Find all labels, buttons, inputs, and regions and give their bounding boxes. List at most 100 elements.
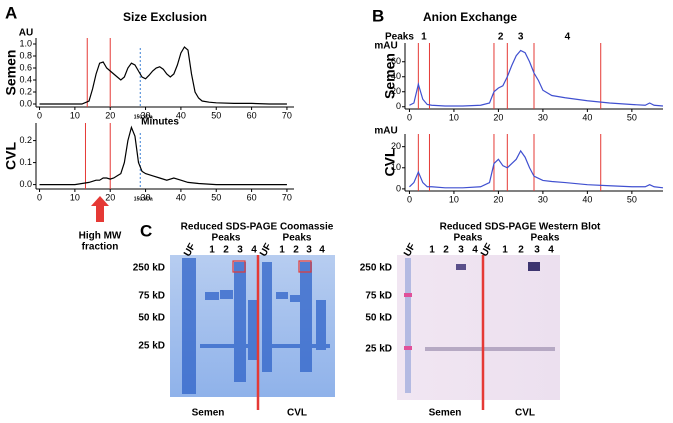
lane-label: 2 xyxy=(518,245,524,256)
x-tick-label: 0 xyxy=(407,112,412,122)
western-blot xyxy=(397,255,560,400)
y-tick-label: 0.0 xyxy=(19,98,32,108)
x-tick-label: 20 xyxy=(493,194,503,204)
x-tick-label: 30 xyxy=(141,110,151,120)
x-tick-label: 20 xyxy=(105,192,115,202)
x-tick-label: 20 xyxy=(105,110,115,120)
lane-label: 1 xyxy=(209,245,215,256)
x-tick-label: 50 xyxy=(627,194,637,204)
x-tick-label: 0 xyxy=(37,192,42,202)
y-tick-label: 10 xyxy=(391,162,401,172)
annotation: 150 kDa xyxy=(134,114,153,120)
mw-label: 50 kD xyxy=(138,313,165,324)
mw-label: 75 kD xyxy=(365,291,392,302)
y-tick-label: 0.2 xyxy=(19,135,32,145)
x-tick-label: 70 xyxy=(282,110,292,120)
peaks-label: Peaks xyxy=(212,233,241,244)
y-tick-label: 40 xyxy=(391,71,401,81)
x-tick-label: 0 xyxy=(37,110,42,120)
peak-label: 1 xyxy=(421,32,427,43)
y-tick-label: 0.4 xyxy=(19,74,32,84)
trace xyxy=(409,149,664,189)
gel-title: Reduced SDS-PAGE Coomassie xyxy=(181,222,334,233)
peaks-label: Peaks xyxy=(454,233,483,244)
sample-label: CVL xyxy=(515,408,535,419)
peaks-label: Peaks xyxy=(531,233,560,244)
gel-bands xyxy=(182,258,330,394)
y-tick-label: 1.0 xyxy=(19,38,32,48)
x-tick-label: 30 xyxy=(538,112,548,122)
sample-label: CVL xyxy=(287,408,307,419)
x-tick-label: 60 xyxy=(247,110,257,120)
sample-label: Semen xyxy=(429,408,462,419)
chart-title: Size Exclusion xyxy=(123,10,207,24)
x-tick-label: 10 xyxy=(449,194,459,204)
blot-bands xyxy=(404,258,555,393)
y-tick-label: 60 xyxy=(391,56,401,66)
x-axis-label: Minutes xyxy=(141,117,179,128)
mw-label: 250 kD xyxy=(360,263,392,274)
unit-label: AU xyxy=(19,28,33,39)
y-tick-label: 0 xyxy=(396,183,401,193)
lane-label: 4 xyxy=(472,245,478,256)
x-tick-label: 50 xyxy=(211,110,221,120)
x-tick-label: 20 xyxy=(493,112,503,122)
y-tick-label: 0.0 xyxy=(19,179,32,189)
panel-label: C xyxy=(140,221,152,240)
lane-label: 3 xyxy=(534,245,540,256)
gel-title: Reduced SDS-PAGE Western Blot xyxy=(440,222,601,233)
mw-label: 25 kD xyxy=(365,344,392,355)
y-tick-label: 0.6 xyxy=(19,62,32,72)
mw-label: 50 kD xyxy=(365,313,392,324)
trace xyxy=(39,125,287,186)
peak-label: 3 xyxy=(518,32,524,43)
mw-label: 250 kD xyxy=(133,263,165,274)
x-tick-label: 10 xyxy=(449,112,459,122)
arrow xyxy=(91,196,109,222)
y-tick-label: 20 xyxy=(391,141,401,151)
lane-label: 2 xyxy=(293,245,299,256)
lane-label: 1 xyxy=(429,245,435,256)
lane-label: 3 xyxy=(306,245,312,256)
trace xyxy=(409,49,664,107)
lane-label: 4 xyxy=(548,245,554,256)
gel-images xyxy=(170,255,560,410)
x-tick-label: 40 xyxy=(582,194,592,204)
row-label: Semen xyxy=(3,50,19,96)
row-label: CVL xyxy=(382,148,398,176)
sample-label: Semen xyxy=(192,408,225,419)
lane-label: 4 xyxy=(319,245,325,256)
arrow-label: fraction xyxy=(82,242,119,253)
x-tick-label: 60 xyxy=(247,192,257,202)
x-tick-label: 10 xyxy=(70,110,80,120)
x-tick-label: 40 xyxy=(582,112,592,122)
x-tick-label: 0 xyxy=(407,194,412,204)
mw-label: 75 kD xyxy=(138,291,165,302)
annotation: 150 kDa xyxy=(134,196,153,202)
lane-label: 2 xyxy=(443,245,449,256)
lane-label: 1 xyxy=(279,245,285,256)
panel-label: A xyxy=(5,3,17,22)
row-label: Semen xyxy=(382,53,398,99)
lane-label: 4 xyxy=(251,245,257,256)
x-tick-label: 40 xyxy=(176,192,186,202)
panel-label: B xyxy=(372,6,384,25)
x-tick-label: 50 xyxy=(627,112,637,122)
lane-label: 1 xyxy=(502,245,508,256)
trace xyxy=(39,46,287,105)
peak-label: 4 xyxy=(565,32,571,43)
lane-label: 3 xyxy=(458,245,464,256)
row-label: CVL xyxy=(3,142,19,170)
lane-label: 2 xyxy=(223,245,229,256)
x-tick-label: 30 xyxy=(538,194,548,204)
x-tick-label: 40 xyxy=(176,110,186,120)
y-tick-label: 0 xyxy=(396,101,401,111)
lane-label: 3 xyxy=(237,245,243,256)
peaks-label: Peaks xyxy=(283,233,312,244)
y-tick-label: 0.8 xyxy=(19,50,32,60)
y-tick-label: 20 xyxy=(391,86,401,96)
unit-label: mAU xyxy=(374,126,397,137)
peak-label: 2 xyxy=(498,32,504,43)
x-tick-label: 30 xyxy=(141,192,151,202)
